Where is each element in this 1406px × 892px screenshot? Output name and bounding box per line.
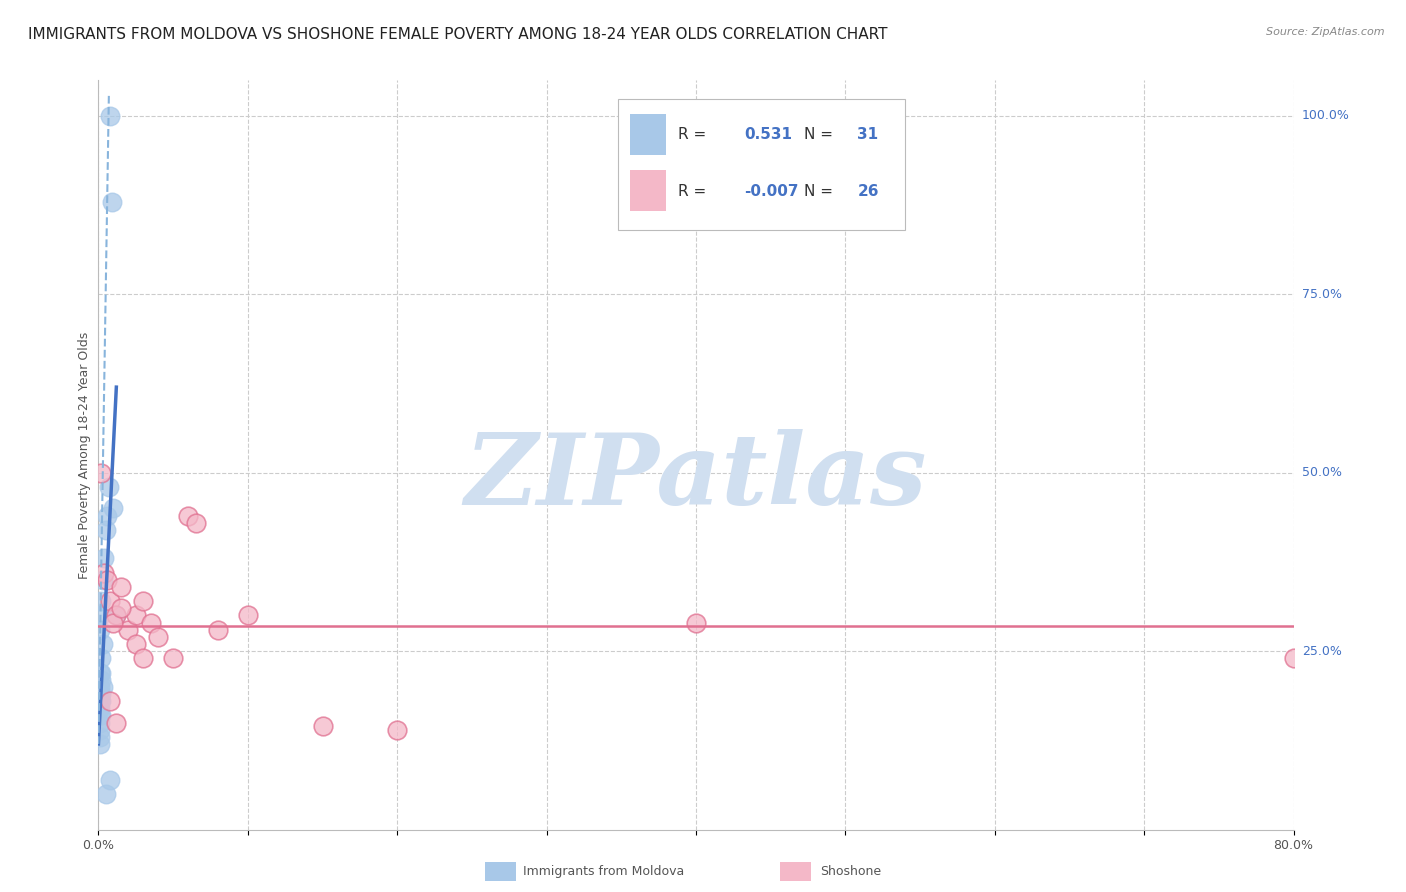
Point	[89, 730, 111, 744]
Text: R =: R =	[678, 128, 706, 143]
Text: ZIPatlas: ZIPatlas	[465, 429, 927, 525]
Point	[93, 566, 115, 580]
Point	[103, 615, 125, 630]
Point	[98, 772, 122, 787]
Point	[90, 665, 112, 680]
Point	[177, 508, 200, 523]
Point	[139, 615, 162, 630]
Point	[90, 651, 112, 665]
Point	[132, 594, 155, 608]
Point	[207, 623, 229, 637]
FancyBboxPatch shape	[630, 170, 666, 211]
Point	[94, 787, 117, 801]
Y-axis label: Female Poverty Among 18-24 Year Olds: Female Poverty Among 18-24 Year Olds	[79, 331, 91, 579]
Point	[132, 651, 155, 665]
Point	[110, 580, 132, 594]
Point	[89, 701, 111, 715]
Text: 25.0%: 25.0%	[1302, 645, 1341, 657]
FancyBboxPatch shape	[630, 114, 666, 155]
Point	[236, 608, 259, 623]
Point	[89, 694, 111, 708]
Point	[1282, 651, 1305, 665]
Point	[96, 573, 118, 587]
Point	[90, 594, 112, 608]
Text: Source: ZipAtlas.com: Source: ZipAtlas.com	[1267, 27, 1385, 37]
Point	[89, 665, 111, 680]
Point	[148, 630, 170, 644]
Point	[90, 608, 112, 623]
Text: R =: R =	[678, 184, 706, 199]
Point	[89, 708, 111, 723]
Point	[96, 508, 118, 523]
Point	[125, 637, 148, 651]
Point	[89, 723, 111, 737]
Point	[101, 194, 124, 209]
Point	[685, 615, 707, 630]
Text: 26: 26	[858, 184, 879, 199]
Point	[91, 573, 114, 587]
Point	[89, 715, 111, 730]
Point	[110, 601, 132, 615]
Text: N =: N =	[804, 128, 832, 143]
Point	[105, 608, 128, 623]
Point	[90, 694, 112, 708]
Point	[90, 708, 112, 723]
Point	[125, 608, 148, 623]
Point	[90, 687, 112, 701]
Point	[89, 680, 111, 694]
Text: 100.0%: 100.0%	[1302, 110, 1350, 122]
Text: 75.0%: 75.0%	[1302, 288, 1341, 301]
Point	[98, 109, 122, 123]
Point	[98, 594, 122, 608]
Point	[184, 516, 207, 530]
Point	[90, 673, 112, 687]
Point	[89, 623, 111, 637]
Text: Shoshone: Shoshone	[820, 865, 880, 878]
Point	[311, 719, 333, 733]
Text: 50.0%: 50.0%	[1302, 467, 1341, 479]
Point	[105, 715, 128, 730]
Point	[90, 466, 112, 480]
Point	[385, 723, 409, 737]
Text: N =: N =	[804, 184, 832, 199]
Text: -0.007: -0.007	[744, 184, 799, 199]
Text: 31: 31	[858, 128, 879, 143]
Point	[97, 480, 120, 494]
Text: 0.531: 0.531	[744, 128, 792, 143]
Point	[98, 694, 122, 708]
Point	[94, 523, 117, 537]
Point	[117, 623, 139, 637]
Point	[89, 737, 111, 751]
Point	[103, 501, 125, 516]
Text: Immigrants from Moldova: Immigrants from Moldova	[523, 865, 685, 878]
Point	[91, 680, 114, 694]
Point	[93, 551, 115, 566]
FancyBboxPatch shape	[619, 99, 905, 230]
Point	[91, 637, 114, 651]
Point	[105, 608, 128, 623]
Text: IMMIGRANTS FROM MOLDOVA VS SHOSHONE FEMALE POVERTY AMONG 18-24 YEAR OLDS CORRELA: IMMIGRANTS FROM MOLDOVA VS SHOSHONE FEMA…	[28, 27, 887, 42]
Point	[162, 651, 184, 665]
